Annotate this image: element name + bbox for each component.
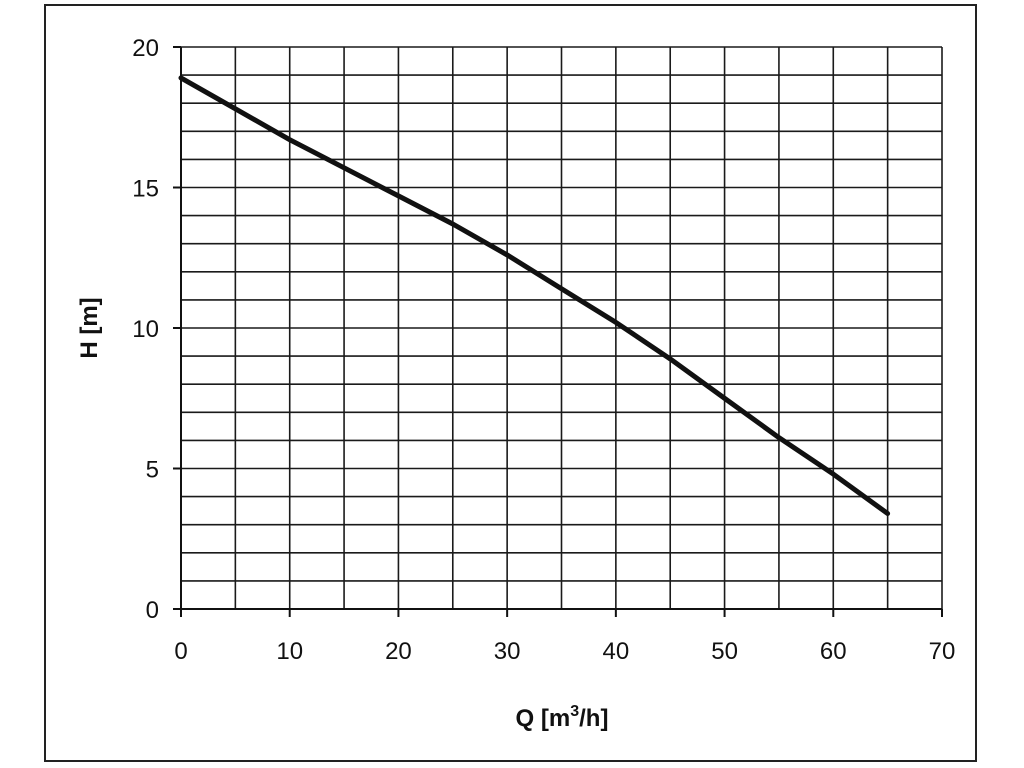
x-tick-label: 20: [385, 638, 412, 665]
grid-major: [173, 47, 942, 617]
y-tick-label: 10: [132, 316, 159, 343]
x-axis-title-base: Q [m: [516, 705, 571, 732]
x-tick-label: 10: [276, 638, 303, 665]
y-tick-label: 15: [132, 176, 159, 203]
y-axis-title: H [m]: [76, 297, 103, 358]
x-axis-ticks: 0 10 20 30 40 50 60 70: [174, 609, 955, 665]
series-line: [178, 75, 891, 516]
chart-frame: [44, 4, 977, 762]
x-axis-title-tail: /h]: [579, 705, 608, 732]
x-axis-title-superscript: 3: [570, 703, 579, 720]
grid-minor: [180, 46, 943, 610]
y-tick-label: 20: [132, 35, 159, 62]
x-axis-title: Q [m3/h]: [516, 703, 609, 732]
y-tick-label: 0: [146, 597, 159, 624]
x-tick-label: 30: [494, 638, 521, 665]
x-tick-label: 50: [711, 638, 738, 665]
x-tick-label: 40: [603, 638, 630, 665]
x-tick-label: 0: [174, 638, 187, 665]
y-axis-ticks: 0 5 10 15 20: [132, 35, 181, 624]
x-tick-label: 60: [820, 638, 847, 665]
series-group: [178, 75, 891, 516]
y-tick-label: 5: [146, 457, 159, 484]
x-tick-label: 70: [929, 638, 956, 665]
